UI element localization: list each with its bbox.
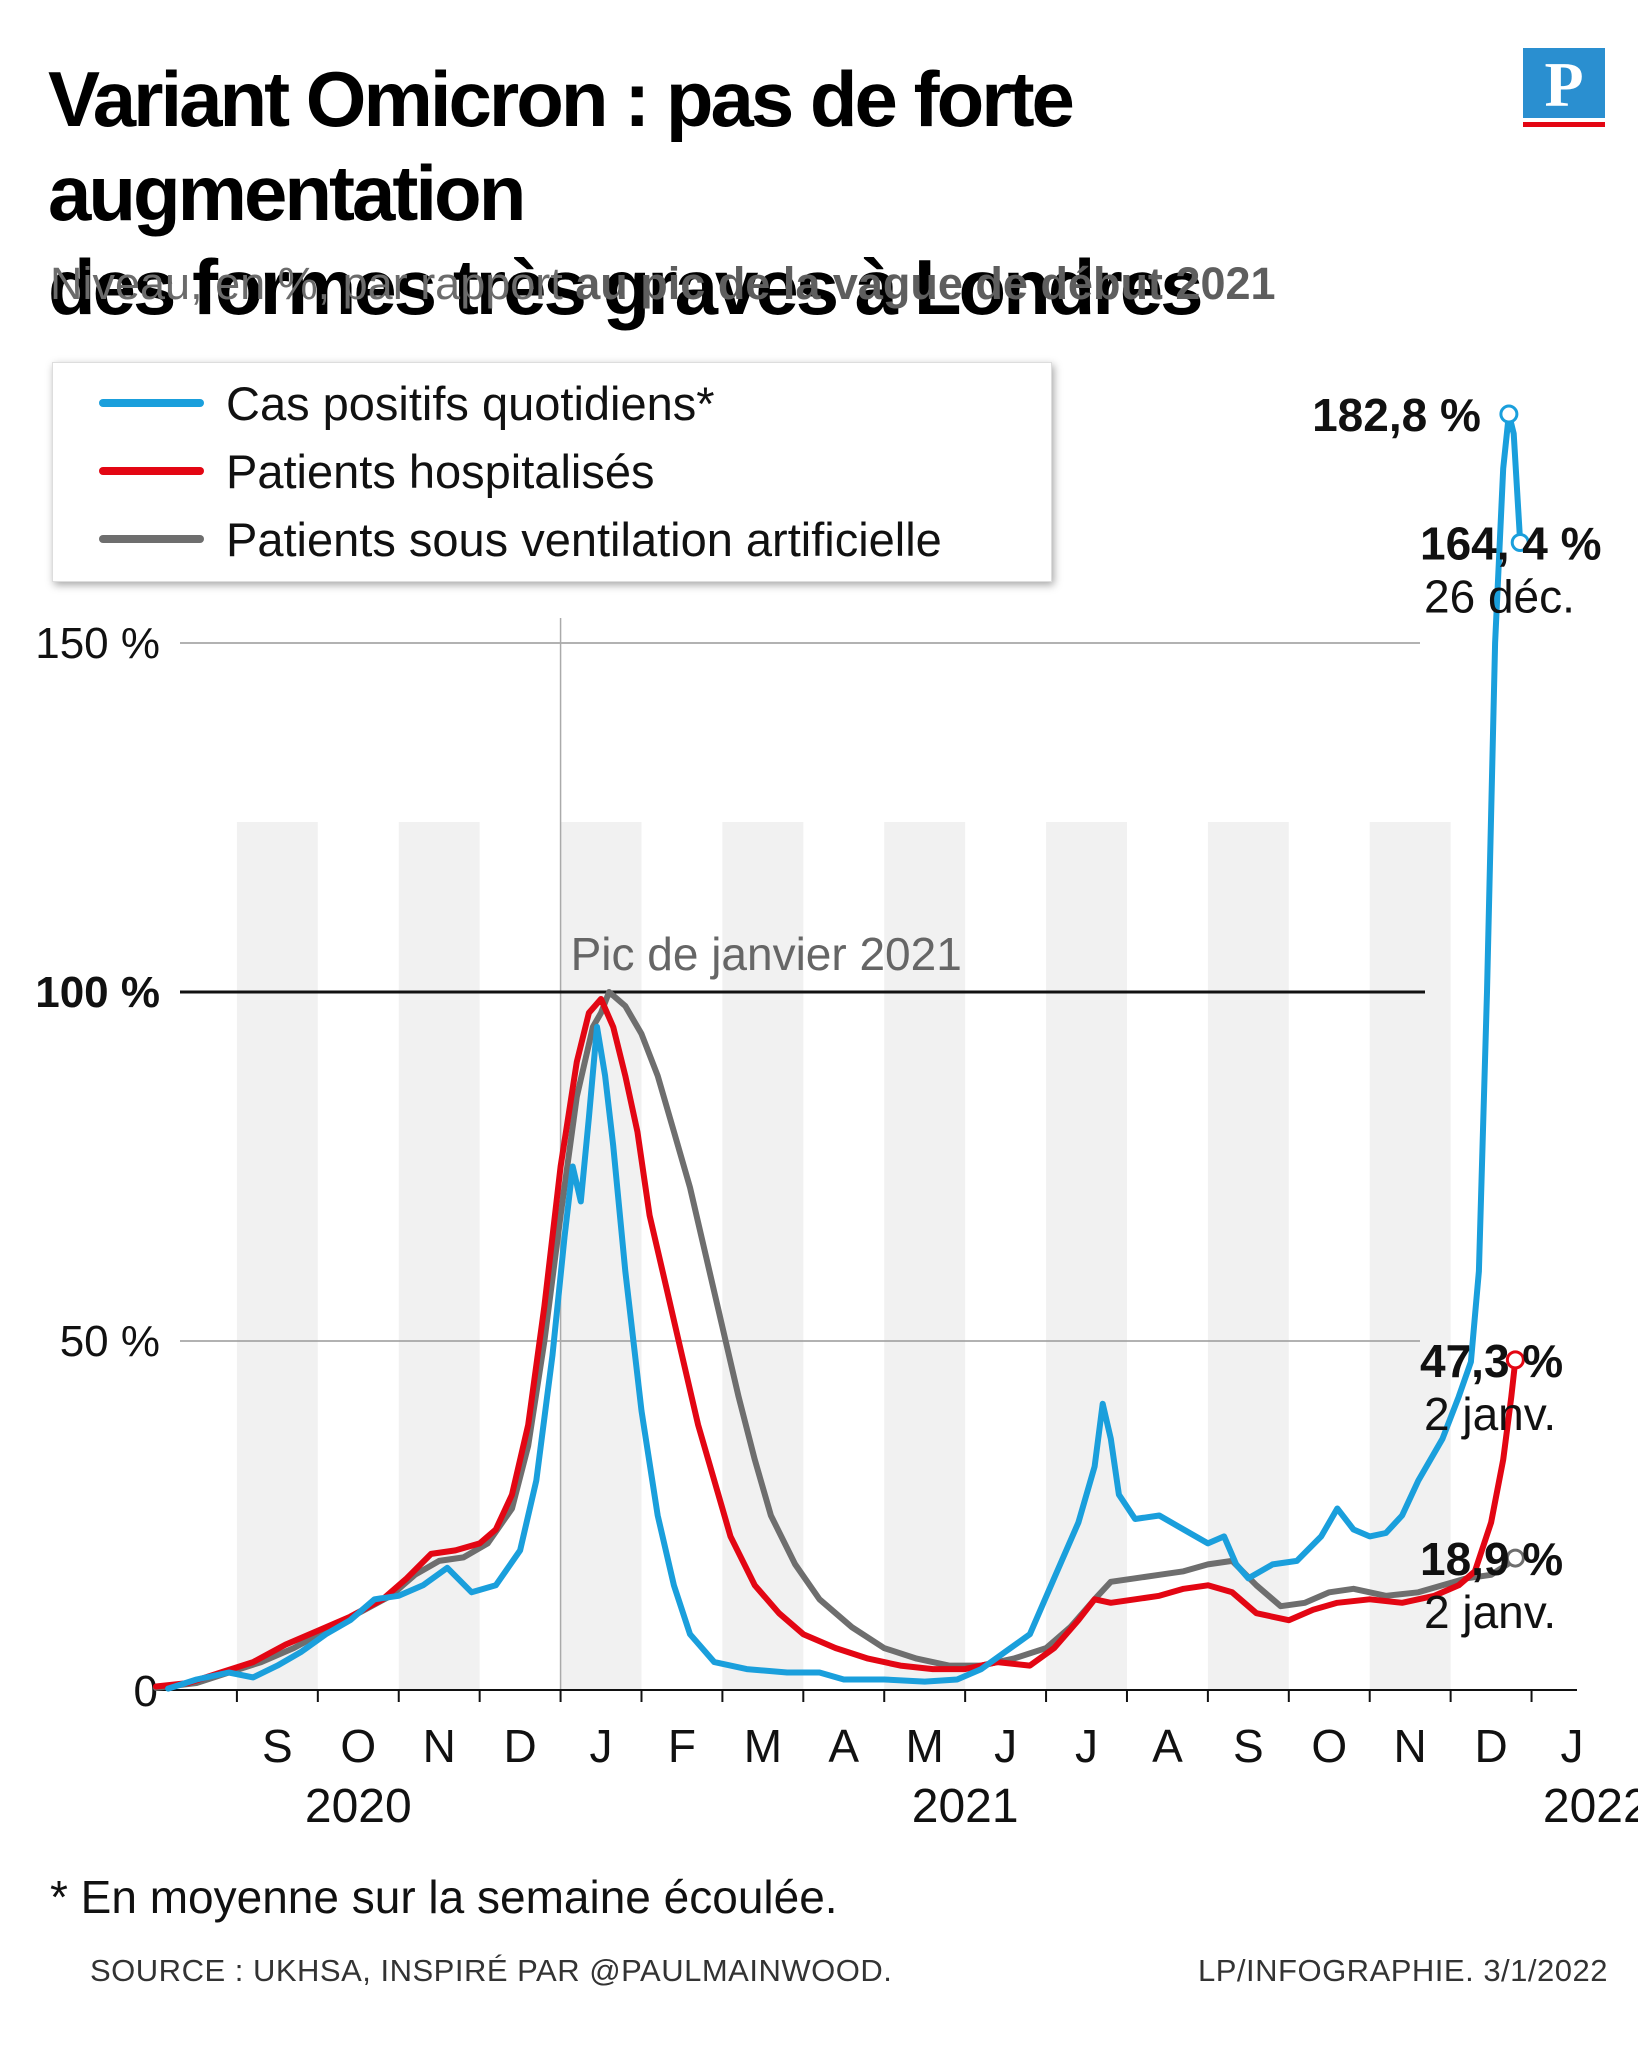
- page-title: Variant Omicron : pas de forte augmentat…: [48, 52, 1448, 334]
- source-credit: SOURCE : UKHSA, INSPIRÉ PAR @PAULMAINWOO…: [90, 1953, 893, 1988]
- legend-item-hospital: Patients hospitalisés: [99, 441, 654, 501]
- annotation-marker: [1499, 404, 1519, 424]
- reference-line-label: Pic de janvier 2021: [571, 928, 962, 980]
- month-label: S: [1233, 1720, 1264, 1772]
- legend-label-hospital: Patients hospitalisés: [226, 444, 655, 498]
- series-line-cases: [165, 411, 1524, 1692]
- month-label: F: [668, 1720, 696, 1772]
- subtitle-bold: au pic de la vague de début 2021: [575, 258, 1276, 309]
- month-label: J: [1561, 1720, 1584, 1772]
- legend-label-cases: Cas positifs quotidiens*: [226, 376, 715, 430]
- legend-item-ventilation: Patients sous ventilation artificielle: [99, 509, 942, 569]
- legend-label-ventilation: Patients sous ventilation artificielle: [226, 512, 942, 566]
- chart-subtitle: Niveau, en %, par rapport au pic de la v…: [50, 258, 1276, 310]
- annotation-marker: [1505, 1350, 1525, 1370]
- month-label: J: [1075, 1720, 1098, 1772]
- month-band: [560, 822, 642, 1690]
- y-tick-label: 150 %: [35, 619, 160, 668]
- series-line-hospital: [153, 996, 1519, 1690]
- legend-swatch-hospital: [99, 467, 204, 475]
- month-label: N: [1394, 1720, 1427, 1772]
- le-parisien-logo: P: [1523, 48, 1605, 127]
- title-line-2: des formes très graves à Londres: [48, 243, 1204, 331]
- month-label: M: [744, 1720, 782, 1772]
- month-label: O: [1311, 1720, 1347, 1772]
- legend-swatch-ventilation: [99, 535, 204, 543]
- month-band: [1207, 822, 1289, 1690]
- month-label: D: [503, 1720, 536, 1772]
- y-tick-label: 50 %: [60, 1317, 160, 1366]
- month-label: S: [262, 1720, 293, 1772]
- month-label: A: [828, 1720, 859, 1772]
- month-label: M: [906, 1720, 944, 1772]
- annotation-value: 47,3 %: [1420, 1335, 1563, 1387]
- month-label: O: [340, 1720, 376, 1772]
- year-label: 2022: [1543, 1780, 1638, 1833]
- month-band: [1046, 822, 1127, 1690]
- y-tick-label: 100 %: [35, 968, 160, 1017]
- footnote: * En moyenne sur la semaine écoulée.: [50, 1871, 838, 1923]
- month-label: A: [1152, 1720, 1183, 1772]
- month-band: [236, 822, 318, 1690]
- logo-underline: [1523, 122, 1605, 127]
- legend-item-cases: Cas positifs quotidiens*: [99, 373, 715, 433]
- month-label: J: [590, 1720, 613, 1772]
- annotation-marker: [1510, 532, 1530, 552]
- reference-line-group: Pic de janvier 2021: [180, 928, 1425, 994]
- series-lines: [153, 411, 1524, 1692]
- logo-letter: P: [1544, 49, 1583, 120]
- subtitle-plain: Niveau, en %, par rapport: [50, 258, 576, 309]
- annotation-value: 164, 4 %: [1420, 517, 1602, 569]
- month-label: N: [423, 1720, 456, 1772]
- year-label: 2021: [912, 1780, 1019, 1833]
- month-label: J: [994, 1720, 1017, 1772]
- infographic-credit: LP/INFOGRAPHIE. 3/1/2022: [1197, 1953, 1608, 1988]
- annotation-value: 18,9 %: [1420, 1533, 1563, 1585]
- annotation-value: 182,8 %: [1312, 389, 1481, 441]
- series-line-ventilation: [153, 989, 1519, 1691]
- logo-background: [1523, 48, 1605, 118]
- year-label: 2020: [305, 1780, 412, 1833]
- y-tick-label: 0: [134, 1667, 158, 1716]
- month-band: [1369, 822, 1451, 1690]
- month-label: D: [1474, 1720, 1507, 1772]
- y-axis-ticks: 50 % 100 % 150 % 0: [35, 619, 160, 1716]
- title-line-1: Variant Omicron : pas de forte augmentat…: [48, 55, 1075, 237]
- annotation-date: 2 janv.: [1424, 1388, 1556, 1440]
- annotation-date: 2 janv.: [1424, 1586, 1556, 1638]
- legend: Cas positifs quotidiens* Patients hospit…: [52, 362, 1052, 582]
- annotations: 182,8 %164, 4 %26 déc.47,3 %2 janv.18,9 …: [1312, 389, 1601, 1638]
- annotation-date: 26 déc.: [1424, 570, 1575, 622]
- legend-swatch-cases: [99, 399, 204, 407]
- month-band: [884, 822, 966, 1690]
- month-bands: [236, 822, 1451, 1690]
- annotation-marker: [1505, 1548, 1525, 1568]
